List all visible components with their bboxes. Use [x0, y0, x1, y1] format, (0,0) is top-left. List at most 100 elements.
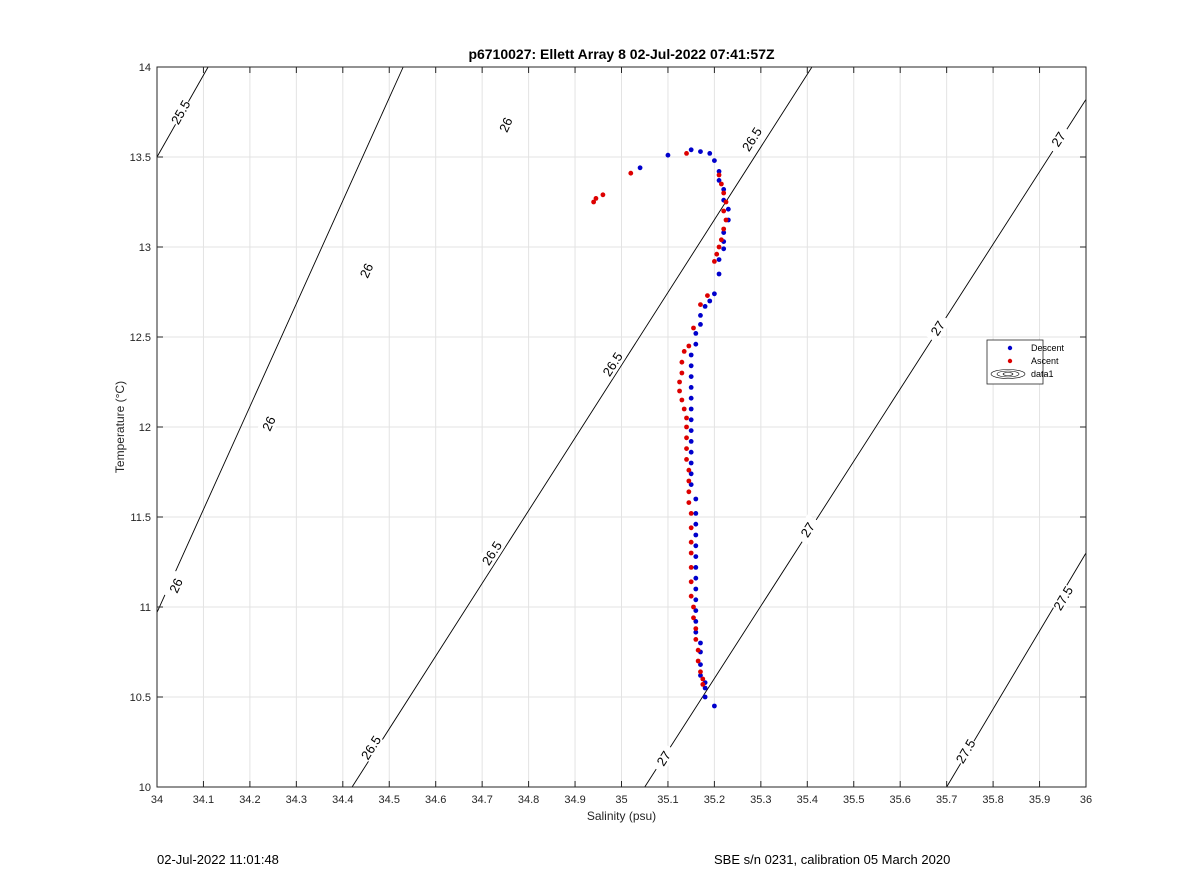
isopycnal-label-bg	[477, 537, 506, 569]
isopycnal-label: 25.5	[168, 98, 194, 127]
ascent-point	[718, 181, 724, 187]
descent-point	[688, 395, 694, 401]
isopycnal-label-bg	[356, 732, 385, 763]
ascent-point	[721, 190, 727, 196]
isopycnal-label: 27	[654, 748, 674, 768]
isopycnal-label-bg	[1049, 582, 1077, 614]
descent-point	[707, 298, 713, 304]
legend-contour-icon	[1002, 372, 1014, 376]
y-tick-label: 10.5	[130, 692, 151, 704]
descent-point	[721, 246, 727, 252]
descent-point	[702, 685, 708, 691]
descent-point	[688, 482, 694, 487]
x-axis-label: Salinity (psu)	[587, 809, 656, 823]
ascent-point	[684, 457, 689, 462]
descent-point	[698, 640, 703, 646]
descent-point	[712, 703, 717, 709]
ascent-point	[686, 343, 692, 349]
descent-point	[693, 341, 699, 347]
isopycnal-label-bg	[737, 123, 766, 155]
y-tick-label: 13.5	[130, 152, 151, 164]
descent-point	[698, 673, 703, 678]
ascent-point	[686, 478, 692, 484]
isopycnal-label-bg	[166, 96, 194, 128]
x-tick-label: 34.1	[193, 794, 214, 806]
descent-point	[688, 439, 694, 444]
chart-title: p6710027: Ellett Array 8 02-Jul-2022 07:…	[468, 46, 775, 62]
grid	[156, 66, 1087, 788]
y-tick-label: 11.5	[130, 512, 151, 524]
legend-contour-icon	[996, 370, 1020, 378]
ascent-point	[679, 359, 685, 365]
x-tick-label: 35	[615, 794, 627, 806]
ascent-point	[718, 237, 724, 243]
footer-calibration: SBE s/n 0231, calibration 05 March 2020	[714, 852, 951, 867]
x-tick-label: 34.9	[564, 794, 585, 806]
isopycnal-label: 27	[928, 318, 948, 338]
isopycnal-label-bg	[353, 255, 379, 286]
isopycnal-label: 26	[166, 576, 186, 595]
data-series	[591, 147, 731, 709]
ascent-point	[684, 415, 689, 421]
isopycnal-label: 27.5	[1050, 584, 1076, 613]
descent-point	[693, 496, 699, 502]
ascent-point	[714, 251, 720, 257]
isopycnal-label-bg	[492, 109, 519, 140]
descent-point	[698, 313, 703, 318]
descent-point	[688, 147, 694, 153]
descent-point	[693, 608, 699, 613]
descent-point	[707, 151, 713, 156]
ascent-point	[693, 626, 699, 631]
descent-point	[693, 629, 699, 635]
isopycnal-line	[156, 66, 404, 613]
x-tick-label: 34.3	[286, 794, 307, 806]
y-tick-label: 12	[139, 422, 151, 434]
isopycnal-label: 26	[357, 261, 377, 280]
ascent-point	[691, 604, 696, 610]
legend-marker-ascent	[1007, 358, 1013, 364]
ascent-point	[721, 208, 727, 214]
ascent-point	[700, 682, 706, 687]
ascent-point	[679, 397, 685, 403]
ascent-point	[684, 446, 689, 451]
ascent-point	[716, 172, 722, 178]
ascent-point	[681, 349, 687, 354]
ascent-point	[600, 192, 606, 198]
x-tick-label: 34.5	[379, 794, 400, 806]
ascent-point	[716, 244, 722, 250]
legend-marker-descent	[1007, 345, 1013, 351]
ascent-point	[691, 325, 696, 331]
descent-point	[716, 271, 722, 277]
ascent-point	[695, 647, 701, 653]
x-tick-label: 34.8	[518, 794, 539, 806]
descent-point	[693, 575, 699, 581]
isopycnal-label: 27	[798, 520, 818, 540]
descent-point	[688, 374, 694, 379]
x-tick-label: 35.7	[936, 794, 957, 806]
legend: Descent Ascent data1	[986, 339, 1065, 385]
isopycnal-label-bg	[793, 514, 822, 545]
x-tick-label: 34.2	[239, 794, 260, 806]
ascent-point	[688, 579, 694, 585]
isopycnal-label-bg	[255, 408, 282, 439]
ascent-point	[695, 658, 701, 664]
ascent-point	[679, 370, 685, 376]
ascent-point	[693, 637, 699, 642]
descent-point	[693, 554, 699, 559]
ascent-point	[723, 199, 729, 205]
descent-point	[637, 165, 643, 171]
descent-point	[712, 291, 717, 297]
descent-point	[702, 694, 708, 700]
descent-point	[688, 449, 694, 455]
y-tick-label: 13	[139, 242, 151, 254]
isopycnal-line	[351, 66, 813, 788]
isopycnal-label: 26.5	[358, 733, 384, 762]
descent-point	[716, 257, 722, 262]
x-tick-label: 35.9	[1029, 794, 1050, 806]
legend-label-data1: data1	[1031, 369, 1054, 379]
descent-point	[693, 532, 699, 538]
x-tick-label: 35.5	[843, 794, 864, 806]
ascent-point	[698, 669, 703, 675]
isopycnal-label: 26	[259, 414, 279, 433]
